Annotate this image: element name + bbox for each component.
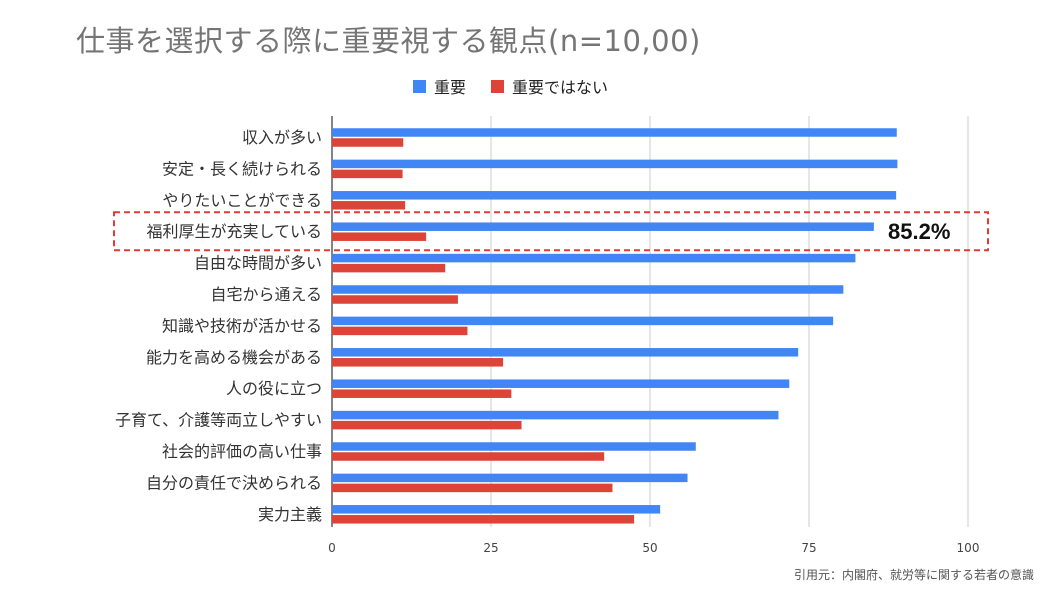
bar-important — [332, 348, 799, 357]
legend-label-important: 重要 — [434, 78, 467, 97]
x-tick-label: 0 — [328, 541, 336, 555]
legend-item-important: 重要 — [413, 74, 466, 98]
legend-label-not-important: 重要ではない — [512, 78, 609, 97]
bar-not-important — [332, 452, 605, 461]
category-label: 実力主義 — [258, 505, 322, 524]
category-label: 福利厚生が充実している — [146, 222, 322, 241]
bar-not-important — [332, 358, 504, 367]
bar-not-important — [332, 138, 404, 147]
category-label: 安定・長く続けられる — [162, 159, 322, 178]
legend-swatch-important — [413, 79, 426, 93]
bar-not-important — [332, 295, 458, 304]
bar-important — [332, 159, 898, 169]
bar-important — [332, 442, 696, 451]
category-label: 自由な時間が多い — [194, 254, 322, 273]
bar-important — [332, 222, 874, 231]
bar-important — [332, 128, 897, 137]
x-tick-label: 50 — [642, 541, 657, 555]
category-label: 人の役に立つ — [226, 379, 322, 398]
bar-not-important — [332, 169, 403, 179]
legend-item-not-important: 重要ではない — [491, 74, 608, 98]
highlight-value-label: 85.2% — [888, 219, 950, 244]
bar-important — [332, 505, 661, 514]
category-label: 能力を高める機会がある — [146, 348, 322, 367]
legend: 重要 重要ではない — [0, 74, 1050, 98]
x-tick-label: 25 — [483, 541, 498, 555]
bar-not-important — [332, 201, 406, 210]
category-label: 社会的評価の高い仕事 — [162, 442, 322, 461]
category-label: 自宅から通える — [210, 285, 322, 304]
bar-important — [332, 410, 779, 420]
bar-not-important — [332, 263, 446, 273]
x-tick-label: 100 — [957, 541, 980, 555]
category-label: 知識や技術が活かせる — [162, 316, 322, 335]
bar-important — [332, 253, 856, 263]
chart-title: 仕事を選択する際に重要視する観点(n=10,00) — [76, 24, 701, 58]
bar-important — [332, 473, 688, 483]
category-label: やりたいことができる — [162, 191, 322, 210]
category-label: 自分の責任で決められる — [146, 473, 322, 492]
highlight-box — [113, 211, 989, 252]
bar-not-important — [332, 483, 613, 493]
category-label: 収入が多い — [242, 128, 322, 147]
bar-important — [332, 285, 844, 294]
x-tick-label: 75 — [801, 541, 816, 555]
bar-not-important — [332, 232, 427, 241]
source-note: 引用元：内閣府、就労等に関する若者の意識 — [793, 568, 1034, 582]
bar-important — [332, 191, 897, 200]
bar-not-important — [332, 420, 522, 430]
legend-swatch-not-important — [491, 79, 504, 93]
bar-important — [332, 379, 790, 388]
bar-important — [332, 316, 834, 326]
bar-not-important — [332, 326, 468, 336]
bar-not-important — [332, 515, 635, 524]
bar-not-important — [332, 389, 512, 398]
category-label: 子育て、介護等両立しやすい — [115, 411, 322, 430]
